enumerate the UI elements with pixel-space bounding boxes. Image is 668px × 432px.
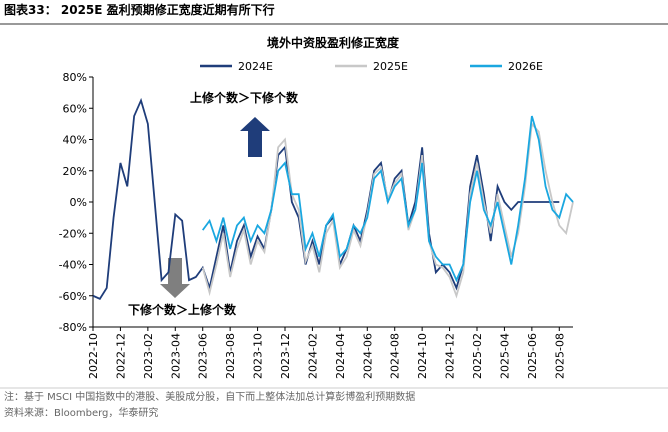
x-tick-label: 2024-04 bbox=[334, 333, 347, 379]
x-tick-label: 2025-06 bbox=[526, 333, 539, 379]
x-tick-label: 2025-08 bbox=[553, 333, 566, 379]
annotation: 上修个数＞下修个数 bbox=[190, 90, 299, 105]
y-tick-label: 0% bbox=[70, 196, 87, 209]
x-tick-label: 2023-08 bbox=[224, 333, 237, 379]
y-tick-label: 80% bbox=[63, 71, 87, 84]
x-tick-label: 2022-10 bbox=[87, 333, 100, 379]
chart-title: 境外中资股盈利修正宽度 bbox=[267, 35, 400, 50]
legend-label: 2024E bbox=[238, 60, 273, 73]
x-tick-label: 2024-02 bbox=[306, 333, 319, 379]
y-tick-label: -80% bbox=[59, 321, 87, 334]
y-tick-label: -60% bbox=[59, 290, 87, 303]
y-tick-label: 60% bbox=[63, 102, 87, 115]
series-line bbox=[201, 115, 574, 283]
page-title: 图表33： 2025E 盈利预期修正宽度近期有所下行 bbox=[4, 2, 275, 17]
y-tick-label: -20% bbox=[59, 227, 87, 240]
down-arrow bbox=[160, 258, 190, 298]
x-tick-label: 2024-08 bbox=[389, 333, 402, 379]
x-tick-label: 2025-02 bbox=[471, 333, 484, 379]
x-tick-label: 2023-06 bbox=[197, 333, 210, 379]
legend-label: 2026E bbox=[508, 60, 543, 73]
x-tick-label: 2024-10 bbox=[416, 333, 429, 379]
y-tick-label: -40% bbox=[59, 259, 87, 272]
x-tick-label: 2022-12 bbox=[114, 333, 127, 379]
x-tick-label: 2024-12 bbox=[444, 333, 457, 379]
series-line bbox=[92, 97, 560, 301]
y-tick-label: 40% bbox=[63, 134, 87, 147]
up-arrow bbox=[240, 117, 270, 157]
x-tick-label: 2025-04 bbox=[498, 333, 511, 379]
x-tick-label: 2023-04 bbox=[169, 333, 182, 379]
legend-label: 2025E bbox=[373, 60, 408, 73]
source: 资料来源：Bloomberg，华泰研究 bbox=[4, 406, 158, 419]
annotation: 下修个数＞上修个数 bbox=[128, 302, 237, 317]
x-tick-label: 2023-12 bbox=[279, 333, 292, 379]
x-tick-label: 2023-10 bbox=[252, 333, 265, 379]
x-tick-label: 2024-06 bbox=[361, 333, 374, 379]
footnote: 注：基于 MSCI 中国指数中的港股、美股成分股，自下而上整体法加总计算彭博盈利… bbox=[4, 390, 415, 403]
y-tick-label: 20% bbox=[63, 165, 87, 178]
x-tick-label: 2023-02 bbox=[142, 333, 155, 379]
